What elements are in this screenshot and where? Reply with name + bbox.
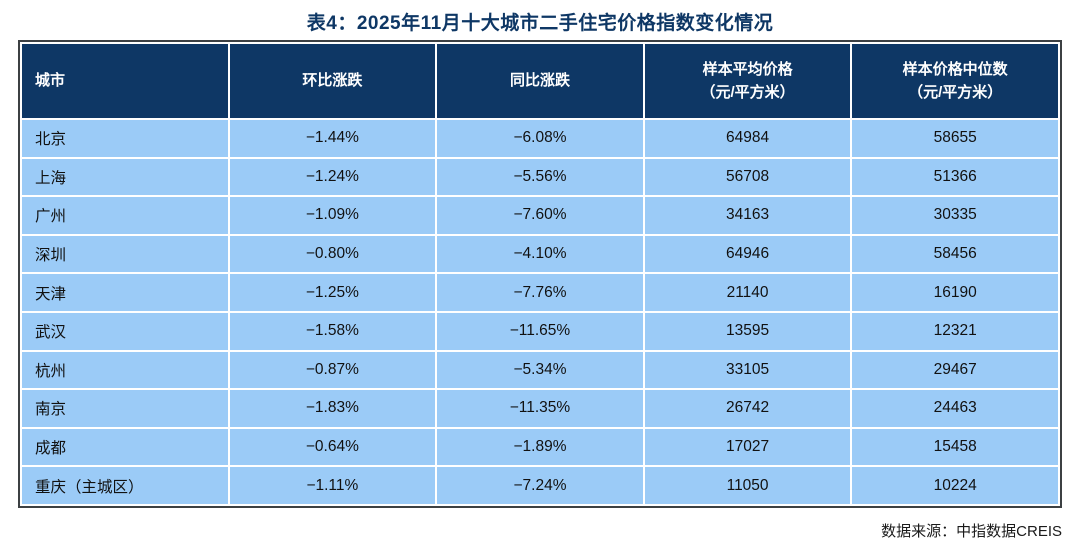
cell-yoy-change: −11.65% <box>435 310 645 352</box>
cell-yoy-change: −7.24% <box>435 465 645 506</box>
table-row: 广州 −1.09% −7.60% 34163 30335 <box>20 195 1060 236</box>
price-index-table: 城市 环比涨跌 同比涨跌 样本平均价格 （元/平方米） 样本价格中位数 （元/平… <box>20 42 1060 506</box>
table-body: 北京 −1.44% −6.08% 64984 58655 上海 −1.24% −… <box>20 118 1060 506</box>
cell-city: 深圳 <box>20 233 230 275</box>
cell-avg-price: 56708 <box>642 156 853 198</box>
cell-city: 北京 <box>20 118 230 159</box>
table-row: 武汉 −1.58% −11.65% 13595 12321 <box>20 310 1060 352</box>
cell-mom-change: −0.87% <box>227 349 438 391</box>
cell-city: 广州 <box>20 195 230 236</box>
header-city: 城市 <box>20 42 230 120</box>
cell-yoy-change: −6.08% <box>435 118 645 159</box>
table-row: 深圳 −0.80% −4.10% 64946 58456 <box>20 233 1060 275</box>
cell-avg-price: 34163 <box>642 195 853 236</box>
header-yoy-change: 同比涨跌 <box>435 42 645 120</box>
cell-median-price: 24463 <box>850 388 1060 429</box>
data-source: 数据来源：中指数据CREIS <box>881 523 1062 540</box>
cell-median-price: 10224 <box>850 465 1060 506</box>
cell-median-price: 51366 <box>850 156 1060 198</box>
cell-median-price: 15458 <box>850 426 1060 468</box>
cell-median-price: 58655 <box>850 118 1060 159</box>
cell-median-price: 29467 <box>850 349 1060 391</box>
cell-mom-change: −1.09% <box>227 195 438 236</box>
cell-yoy-change: −1.89% <box>435 426 645 468</box>
cell-avg-price: 11050 <box>642 465 853 506</box>
header-avg-price: 样本平均价格 （元/平方米） <box>642 42 853 120</box>
cell-avg-price: 33105 <box>642 349 853 391</box>
cell-avg-price: 64984 <box>642 118 853 159</box>
cell-mom-change: −1.83% <box>227 388 438 429</box>
cell-yoy-change: −11.35% <box>435 388 645 429</box>
cell-city: 上海 <box>20 156 230 198</box>
cell-avg-price: 13595 <box>642 310 853 352</box>
table-row: 南京 −1.83% −11.35% 26742 24463 <box>20 388 1060 429</box>
cell-avg-price: 17027 <box>642 426 853 468</box>
table-row: 上海 −1.24% −5.56% 56708 51366 <box>20 156 1060 198</box>
cell-city: 南京 <box>20 388 230 429</box>
price-index-table-container: 城市 环比涨跌 同比涨跌 样本平均价格 （元/平方米） 样本价格中位数 （元/平… <box>18 40 1062 508</box>
cell-median-price: 12321 <box>850 310 1060 352</box>
table-header: 城市 环比涨跌 同比涨跌 样本平均价格 （元/平方米） 样本价格中位数 （元/平… <box>20 42 1060 120</box>
table-row: 北京 −1.44% −6.08% 64984 58655 <box>20 118 1060 159</box>
cell-yoy-change: −4.10% <box>435 233 645 275</box>
table-row: 成都 −0.64% −1.89% 17027 15458 <box>20 426 1060 468</box>
cell-median-price: 58456 <box>850 233 1060 275</box>
cell-yoy-change: −5.56% <box>435 156 645 198</box>
cell-city: 天津 <box>20 272 230 313</box>
cell-median-price: 30335 <box>850 195 1060 236</box>
cell-mom-change: −1.44% <box>227 118 438 159</box>
cell-mom-change: −0.80% <box>227 233 438 275</box>
cell-avg-price: 26742 <box>642 388 853 429</box>
table-row: 重庆（主城区） −1.11% −7.24% 11050 10224 <box>20 465 1060 506</box>
cell-mom-change: −0.64% <box>227 426 438 468</box>
cell-city: 杭州 <box>20 349 230 391</box>
cell-yoy-change: −7.60% <box>435 195 645 236</box>
cell-median-price: 16190 <box>850 272 1060 313</box>
header-row: 城市 环比涨跌 同比涨跌 样本平均价格 （元/平方米） 样本价格中位数 （元/平… <box>20 42 1060 120</box>
cell-yoy-change: −5.34% <box>435 349 645 391</box>
cell-mom-change: −1.24% <box>227 156 438 198</box>
table-title: 表4：2025年11月十大城市二手住宅价格指数变化情况 <box>306 13 774 34</box>
cell-mom-change: −1.58% <box>227 310 438 352</box>
cell-avg-price: 21140 <box>642 272 853 313</box>
cell-city: 重庆（主城区） <box>20 465 230 506</box>
table-row: 杭州 −0.87% −5.34% 33105 29467 <box>20 349 1060 391</box>
header-median-price: 样本价格中位数 （元/平方米） <box>850 42 1060 120</box>
header-mom-change: 环比涨跌 <box>227 42 438 120</box>
table-row: 天津 −1.25% −7.76% 21140 16190 <box>20 272 1060 313</box>
cell-mom-change: −1.11% <box>227 465 438 506</box>
cell-city: 成都 <box>20 426 230 468</box>
cell-mom-change: −1.25% <box>227 272 438 313</box>
cell-yoy-change: −7.76% <box>435 272 645 313</box>
cell-city: 武汉 <box>20 310 230 352</box>
cell-avg-price: 64946 <box>642 233 853 275</box>
